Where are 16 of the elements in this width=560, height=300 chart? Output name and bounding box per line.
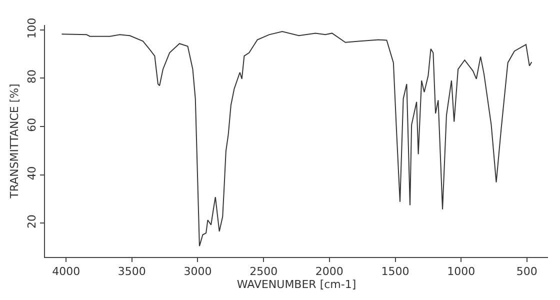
y-tick-label: 40 xyxy=(26,166,39,180)
y-tick-label: 60 xyxy=(26,118,39,132)
line-series xyxy=(61,31,532,247)
x-tick-label: 1000 xyxy=(447,265,476,278)
y-tick-label: 100 xyxy=(26,18,39,39)
x-tick-label: 3500 xyxy=(118,265,146,278)
x-tick-label: 500 xyxy=(516,265,538,278)
x-axis-title: WAVENUMBER [cm-1] xyxy=(236,278,356,292)
x-tick-label: 1500 xyxy=(381,265,410,278)
x-tick-label: 4000 xyxy=(52,265,80,278)
x-tick-label: 2000 xyxy=(315,265,344,278)
y-axis-title: TRANSMITTANCE [%] xyxy=(8,84,22,200)
x-tick-label: 3000 xyxy=(184,265,212,278)
y-tick-label: 80 xyxy=(26,70,39,84)
x-tick-label: 2500 xyxy=(250,265,278,278)
y-tick-label: 20 xyxy=(26,214,39,229)
